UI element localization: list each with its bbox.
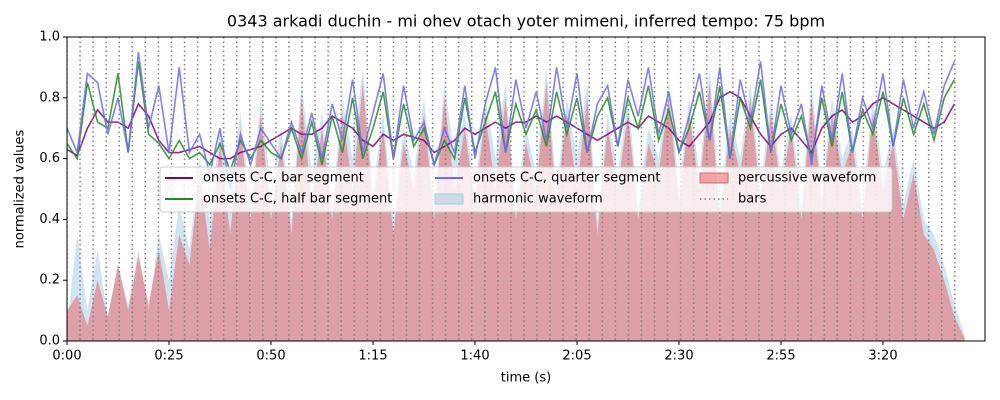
legend-label: bars (738, 192, 767, 207)
chart-title: 0343 arkadi duchin - mi ohev otach yoter… (227, 12, 825, 31)
y-tick-label: 1.0 (39, 30, 60, 45)
x-tick-label: 2:05 (562, 349, 591, 364)
y-tick-label: 0.4 (39, 212, 60, 227)
y-tick-label: 0.2 (39, 273, 60, 288)
legend-label: harmonic waveform (473, 192, 603, 207)
legend-handle (434, 193, 464, 205)
x-tick-label: 1:40 (460, 349, 489, 364)
x-tick-label: 2:55 (766, 349, 795, 364)
legend-label: onsets C-C, half bar segment (203, 192, 392, 207)
x-axis-label: time (s) (501, 371, 551, 386)
axes-frame (66, 36, 986, 342)
x-tick-label: 2:30 (664, 349, 693, 364)
y-tick-label: 0.8 (39, 90, 60, 105)
series-line (67, 52, 956, 190)
x-tick-label: 0:25 (154, 349, 183, 364)
x-tick-label: 0:00 (52, 349, 81, 364)
y-axis-label: normalized values (13, 129, 28, 248)
x-tick-label: 1:15 (358, 349, 387, 364)
legend-label: onsets C-C, bar segment (203, 171, 364, 186)
legend-label: onsets C-C, quarter segment (473, 171, 660, 186)
y-tick-label: 0.6 (39, 151, 60, 166)
waveform-area (67, 82, 965, 341)
legend-handle (699, 172, 729, 184)
legend: onsets C-C, bar segment onsets C-C, half … (159, 166, 893, 213)
x-tick-label: 0:50 (256, 349, 285, 364)
x-tick-label: 3:20 (868, 349, 897, 364)
y-tick-label: 0.0 (39, 334, 60, 349)
legend-label: percussive waveform (738, 171, 876, 186)
